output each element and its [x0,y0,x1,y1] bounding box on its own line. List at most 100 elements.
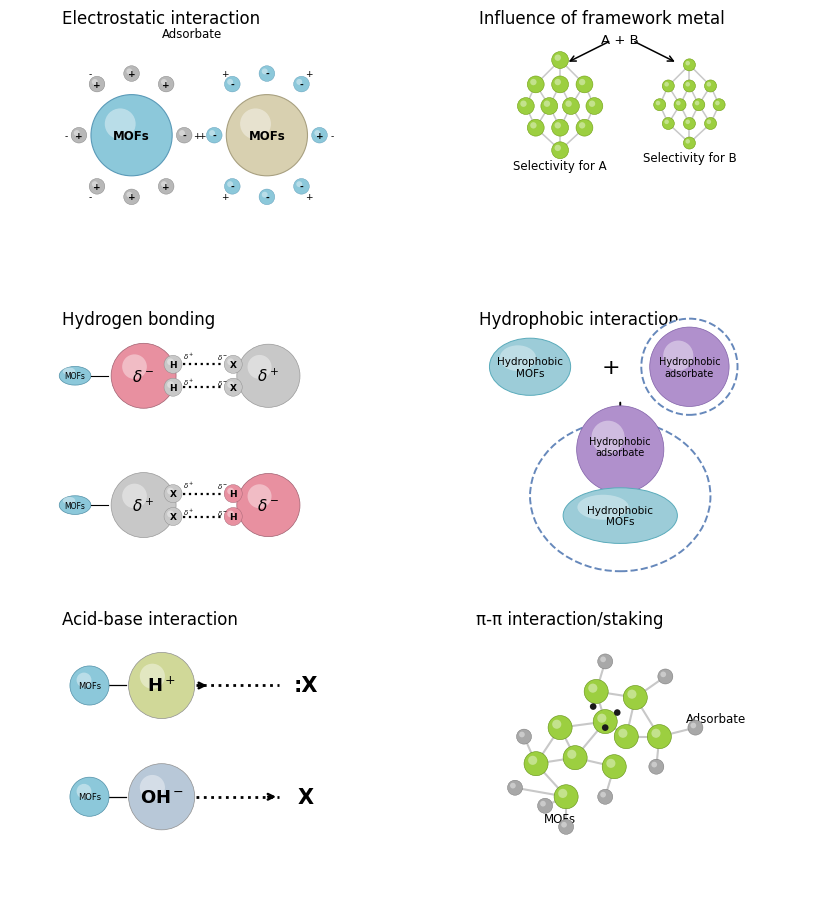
Circle shape [552,52,568,69]
Circle shape [562,98,580,115]
Circle shape [167,382,174,389]
Text: $\delta^+$: $\delta^+$ [132,497,155,514]
Circle shape [247,484,271,509]
Circle shape [558,789,567,798]
Circle shape [552,77,568,94]
Text: Acid-base interaction: Acid-base interaction [62,611,238,629]
Text: Hydrophobic
MOFs: Hydrophobic MOFs [587,505,653,527]
Text: +: + [305,193,313,202]
Text: -: - [299,182,304,191]
Text: MOFs: MOFs [65,372,85,381]
Circle shape [164,356,182,374]
Circle shape [240,109,271,140]
Circle shape [591,421,624,455]
Circle shape [602,724,609,732]
Circle shape [224,508,242,526]
Circle shape [70,667,109,705]
Circle shape [652,729,661,738]
Text: H: H [170,361,177,370]
Circle shape [593,710,617,734]
Circle shape [676,102,681,106]
Circle shape [683,81,696,93]
Text: Hydrophobic interaction: Hydrophobic interaction [479,310,679,328]
Circle shape [164,485,182,503]
Text: +: + [193,132,201,141]
Circle shape [541,98,557,115]
Circle shape [558,819,574,834]
Circle shape [89,179,105,195]
Circle shape [693,99,705,112]
Circle shape [548,716,572,740]
Circle shape [227,80,233,86]
Text: Electrostatic interaction: Electrostatic interaction [62,10,261,28]
Circle shape [508,780,523,796]
Circle shape [140,775,165,800]
Circle shape [224,356,242,374]
Circle shape [164,508,182,526]
Text: $\delta^-$: $\delta^-$ [218,379,228,388]
Circle shape [105,109,136,140]
Circle shape [656,102,660,106]
Text: $\delta^+$: $\delta^+$ [183,377,194,388]
Circle shape [662,81,674,93]
Circle shape [227,382,234,389]
Circle shape [520,101,527,107]
Circle shape [683,60,696,72]
Circle shape [122,355,147,380]
Text: H: H [170,383,177,392]
Circle shape [649,759,664,774]
Circle shape [296,182,302,188]
Circle shape [600,657,606,662]
Circle shape [127,69,132,75]
Circle shape [555,145,561,152]
Text: :X: :X [294,676,318,695]
Circle shape [518,98,534,115]
Circle shape [619,729,628,738]
Text: +: + [93,80,101,89]
Ellipse shape [63,368,75,375]
Circle shape [70,778,109,816]
Circle shape [261,192,268,198]
Circle shape [624,686,648,710]
Text: Adsorbate: Adsorbate [161,28,222,41]
Circle shape [579,79,586,87]
Text: X: X [298,787,314,807]
Circle shape [517,730,532,744]
Text: +: + [602,357,620,377]
Circle shape [586,98,603,115]
Circle shape [661,672,666,677]
Text: $\delta^-$: $\delta^-$ [257,498,280,513]
Circle shape [89,78,105,93]
Text: X: X [230,361,237,370]
Ellipse shape [500,346,536,372]
Text: MOFs: MOFs [65,501,85,510]
Circle shape [552,143,568,160]
Text: MOFs: MOFs [113,130,150,143]
Circle shape [566,101,571,107]
Circle shape [686,120,690,125]
Circle shape [552,120,568,137]
Text: -: - [182,132,186,141]
Text: MOFs: MOFs [544,812,576,824]
Text: Hydrophobic
adsorbate: Hydrophobic adsorbate [658,356,720,378]
Text: -: - [88,70,92,79]
Circle shape [227,182,233,188]
Text: π-π interaction/staking: π-π interaction/staking [476,611,663,629]
Text: $\delta^+$: $\delta^+$ [183,480,194,491]
Circle shape [567,750,576,759]
Circle shape [161,182,167,188]
Circle shape [111,344,176,409]
Circle shape [713,99,725,112]
Circle shape [584,680,608,704]
Circle shape [579,123,586,129]
Circle shape [524,752,548,776]
Text: +: + [316,132,323,141]
Circle shape [176,128,192,144]
Circle shape [576,407,664,493]
Circle shape [161,80,167,86]
Text: $\delta^-$: $\delta^-$ [218,482,228,491]
Text: $\delta^-$: $\delta^-$ [218,508,228,517]
Text: -: - [88,193,92,202]
Circle shape [650,327,729,407]
Circle shape [576,120,593,137]
